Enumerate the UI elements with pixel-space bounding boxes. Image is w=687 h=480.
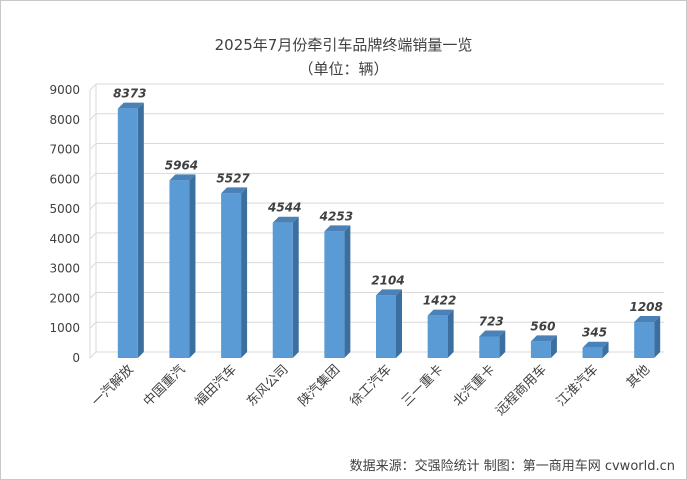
bar-top bbox=[169, 174, 196, 181]
bar bbox=[272, 216, 299, 358]
bar-top bbox=[634, 316, 661, 323]
y-tick-label: 6000 bbox=[49, 172, 80, 186]
bar-top bbox=[221, 187, 248, 194]
y-tick-label: 2000 bbox=[49, 291, 80, 305]
y-tick-label: 7000 bbox=[49, 143, 80, 157]
x-tick-label: 东风公司 bbox=[244, 362, 291, 409]
bar-side bbox=[241, 187, 248, 358]
data-label: 5527 bbox=[216, 171, 250, 185]
bar bbox=[582, 341, 609, 358]
gridline-side bbox=[89, 113, 97, 121]
bar-top bbox=[530, 335, 557, 342]
y-tick-label: 9000 bbox=[49, 83, 80, 97]
x-tick-label: 中国重汽 bbox=[140, 362, 188, 410]
gridline-side bbox=[89, 83, 97, 91]
bar-front bbox=[117, 108, 138, 358]
data-label: 5964 bbox=[165, 158, 198, 172]
data-label: 2104 bbox=[371, 273, 404, 287]
bar bbox=[427, 309, 454, 358]
bars bbox=[117, 102, 661, 358]
bar bbox=[221, 187, 248, 358]
y-tick-label: 4000 bbox=[49, 232, 80, 246]
bar-front bbox=[582, 347, 603, 358]
bar-top bbox=[376, 289, 402, 296]
bar-side bbox=[396, 289, 402, 358]
bar-side bbox=[189, 174, 196, 358]
data-label: 345 bbox=[582, 326, 607, 340]
bar bbox=[376, 289, 402, 358]
bar-front bbox=[530, 341, 551, 358]
bar bbox=[530, 335, 557, 358]
bar bbox=[324, 225, 351, 358]
data-label: 8373 bbox=[113, 87, 146, 101]
y-tick-label: 1000 bbox=[49, 321, 80, 335]
bar bbox=[169, 174, 196, 358]
data-label: 4253 bbox=[319, 209, 353, 223]
x-tick-label: 远程商用车 bbox=[492, 362, 549, 419]
x-tick-label: 福田汽车 bbox=[192, 362, 240, 410]
gridline-side bbox=[89, 262, 97, 270]
x-tick-label: 北汽重卡 bbox=[450, 362, 498, 410]
bar-side bbox=[344, 225, 351, 358]
bar bbox=[634, 316, 661, 358]
bar-front bbox=[324, 231, 345, 358]
bar-top bbox=[427, 309, 454, 316]
gridline-side bbox=[89, 321, 97, 329]
gridline-side bbox=[89, 292, 97, 299]
y-tick-label: 5000 bbox=[49, 202, 80, 216]
bar-side bbox=[550, 335, 557, 358]
y-tick-label: 3000 bbox=[49, 262, 80, 276]
gridline-side bbox=[89, 202, 97, 210]
bar-side bbox=[292, 216, 299, 358]
bar-top bbox=[117, 102, 144, 109]
bar-front bbox=[221, 193, 242, 358]
x-tick-label: 江淮汽车 bbox=[553, 362, 601, 410]
bar-top bbox=[479, 330, 506, 337]
data-label: 723 bbox=[479, 314, 504, 328]
bar-side bbox=[602, 341, 609, 358]
data-label: 560 bbox=[530, 319, 555, 333]
x-tick-label: 一汽解放 bbox=[89, 362, 136, 409]
data-label: 1208 bbox=[629, 300, 662, 314]
y-tick-label: 0 bbox=[72, 351, 80, 365]
x-tick-label: 三一重卡 bbox=[398, 362, 446, 410]
bar-top bbox=[272, 216, 299, 223]
y-axis-ticks: 0 1000 2000 3000 4000 5000 6000 7000 8000 9000 bbox=[49, 83, 80, 365]
bar-top bbox=[324, 225, 351, 232]
bar-side bbox=[447, 309, 454, 358]
bar bbox=[117, 102, 144, 358]
bar-side bbox=[654, 316, 661, 358]
x-tick-label: 其他 bbox=[624, 362, 653, 391]
gridline-side bbox=[89, 172, 97, 180]
bar-front bbox=[479, 336, 500, 358]
bar-top bbox=[582, 341, 609, 348]
bar-side bbox=[499, 330, 506, 358]
source-note: 数据来源：交强险统计 制图：第一商用车网 cvworld.cn bbox=[349, 459, 675, 474]
bar-front bbox=[272, 222, 293, 358]
bar-front bbox=[376, 295, 396, 358]
chart-subtitle: （单位：辆） bbox=[298, 60, 389, 78]
chart-title: 2025年7月份牵引车品牌终端销量一览 bbox=[214, 36, 473, 54]
data-labels: 8373 5964 5527 4544 4253 2104 1422 723 560 345 120… bbox=[113, 87, 663, 340]
x-tick-label: 徐工汽车 bbox=[347, 362, 395, 410]
bar-front bbox=[427, 315, 448, 358]
gridline-side bbox=[89, 143, 97, 150]
bar-front bbox=[634, 322, 655, 358]
bar-front bbox=[169, 180, 190, 358]
x-tick-label: 陕汽集团 bbox=[295, 362, 343, 410]
y-tick-label: 8000 bbox=[49, 113, 80, 127]
bar-side bbox=[137, 102, 144, 358]
gridline-side bbox=[89, 351, 97, 359]
data-label: 4544 bbox=[267, 201, 301, 215]
data-label: 1422 bbox=[423, 294, 456, 308]
gridline-side bbox=[89, 232, 97, 240]
bar bbox=[479, 330, 506, 358]
